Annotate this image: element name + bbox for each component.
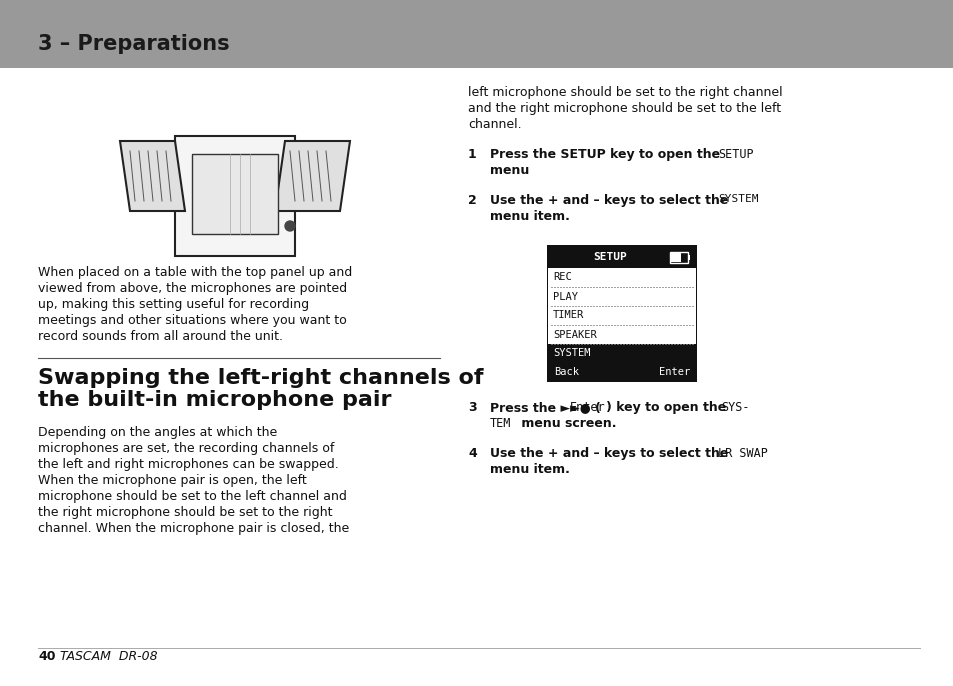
Text: 40: 40 [38, 650, 55, 663]
Text: PLAY: PLAY [553, 292, 578, 302]
Polygon shape [174, 136, 294, 256]
Text: When the microphone pair is open, the left: When the microphone pair is open, the le… [38, 474, 307, 487]
Text: Press the SETUP key to open the: Press the SETUP key to open the [490, 148, 723, 161]
Text: menu: menu [490, 164, 529, 177]
Text: Enter: Enter [659, 367, 689, 377]
Text: record sounds from all around the unit.: record sounds from all around the unit. [38, 330, 283, 343]
Text: Use the + and – keys to select the: Use the + and – keys to select the [490, 447, 732, 460]
Text: When placed on a table with the top panel up and: When placed on a table with the top pane… [38, 266, 352, 279]
Text: Swapping the left-right channels of: Swapping the left-right channels of [38, 368, 483, 388]
Bar [547, 363, 696, 381]
Text: meetings and other situations where you want to: meetings and other situations where you … [38, 314, 346, 327]
Text: menu item.: menu item. [490, 210, 569, 223]
Text: menu item.: menu item. [490, 463, 569, 476]
Text: TIMER: TIMER [553, 311, 583, 320]
Text: 2: 2 [468, 194, 476, 207]
Text: microphones are set, the recording channels of: microphones are set, the recording chann… [38, 442, 334, 455]
Text: left microphone should be set to the right channel: left microphone should be set to the rig… [468, 86, 781, 99]
Polygon shape [274, 141, 350, 211]
Text: Depending on the angles at which the: Depending on the angles at which the [38, 426, 277, 439]
Text: 4: 4 [468, 447, 476, 460]
Text: microphone should be set to the left channel and: microphone should be set to the left cha… [38, 490, 347, 503]
Text: up, making this setting useful for recording: up, making this setting useful for recor… [38, 298, 309, 311]
Polygon shape [120, 141, 185, 211]
Text: SYSTEM: SYSTEM [553, 348, 590, 359]
Text: TASCAM  DR-08: TASCAM DR-08 [56, 650, 157, 663]
Text: and the right microphone should be set to the left: and the right microphone should be set t… [468, 102, 781, 115]
Text: LR SWAP: LR SWAP [718, 447, 767, 460]
Text: the built-in microphone pair: the built-in microphone pair [38, 390, 391, 410]
Bar [669, 252, 687, 263]
Polygon shape [192, 154, 277, 234]
Text: SYS-: SYS- [720, 401, 749, 414]
Text: ) key to open the: ) key to open the [605, 401, 730, 414]
Text: viewed from above, the microphones are pointed: viewed from above, the microphones are p… [38, 282, 347, 295]
Bar [547, 246, 696, 381]
Text: the left and right microphones can be swapped.: the left and right microphones can be sw… [38, 458, 338, 471]
Text: channel. When the microphone pair is closed, the: channel. When the microphone pair is clo… [38, 522, 349, 535]
Text: 3 – Preparations: 3 – Preparations [38, 34, 230, 54]
Text: channel.: channel. [468, 118, 521, 131]
Text: 1: 1 [468, 148, 476, 161]
Bar [546, 245, 697, 382]
Text: SETUP: SETUP [718, 148, 753, 161]
Bar [687, 255, 689, 260]
Text: REC: REC [553, 272, 571, 283]
Text: menu screen.: menu screen. [517, 417, 616, 430]
Text: 3: 3 [468, 401, 476, 414]
Bar [547, 246, 696, 268]
Text: SPEAKER: SPEAKER [553, 329, 597, 340]
Text: Back: Back [554, 367, 578, 377]
Bar [670, 253, 680, 262]
Text: SETUP: SETUP [593, 252, 626, 262]
Text: TEM: TEM [490, 417, 511, 430]
Bar [547, 344, 696, 363]
Text: the right microphone should be set to the right: the right microphone should be set to th… [38, 506, 333, 519]
Text: Press the ►►● (: Press the ►►● ( [490, 401, 600, 414]
Text: Enter: Enter [569, 401, 605, 414]
Text: SYSTEM: SYSTEM [718, 194, 758, 204]
Bar [0, 0, 953, 68]
Text: Use the + and – keys to select the: Use the + and – keys to select the [490, 194, 732, 207]
Circle shape [285, 221, 294, 231]
